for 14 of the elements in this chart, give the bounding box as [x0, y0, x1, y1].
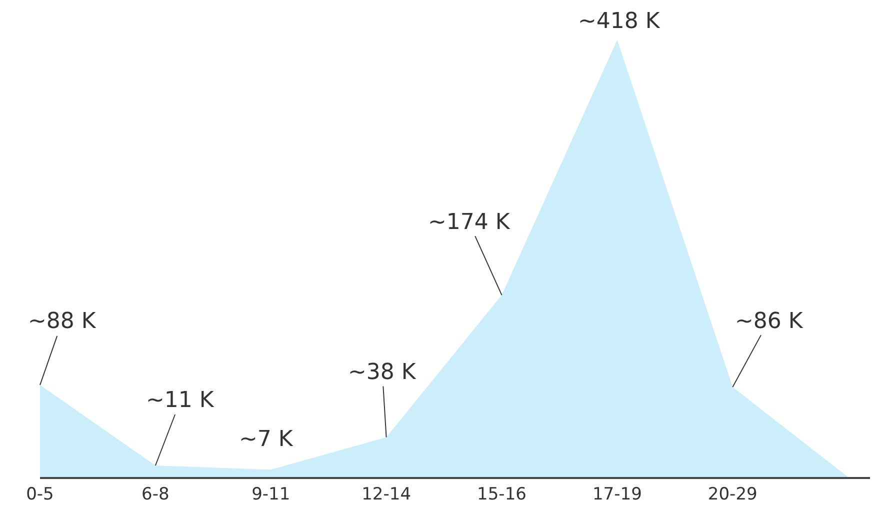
data-label: ~174 K — [428, 210, 510, 235]
x-tick-label: 15-16 — [477, 484, 526, 504]
x-tick-label: 9-11 — [252, 484, 290, 504]
x-tick-label: 20-29 — [708, 484, 758, 504]
data-label: ~38 K — [348, 360, 416, 385]
data-label: ~7 K — [239, 427, 294, 452]
x-tick-label: 6-8 — [142, 484, 170, 504]
data-label: ~11 K — [146, 388, 214, 413]
x-tick-label: 17-19 — [592, 484, 642, 504]
data-label: ~86 K — [735, 309, 804, 334]
x-tick-label: 12-14 — [362, 484, 412, 504]
data-label: ~418 K — [578, 9, 660, 34]
x-tick-label: 0-5 — [26, 484, 54, 504]
data-label: ~88 K — [28, 309, 96, 334]
